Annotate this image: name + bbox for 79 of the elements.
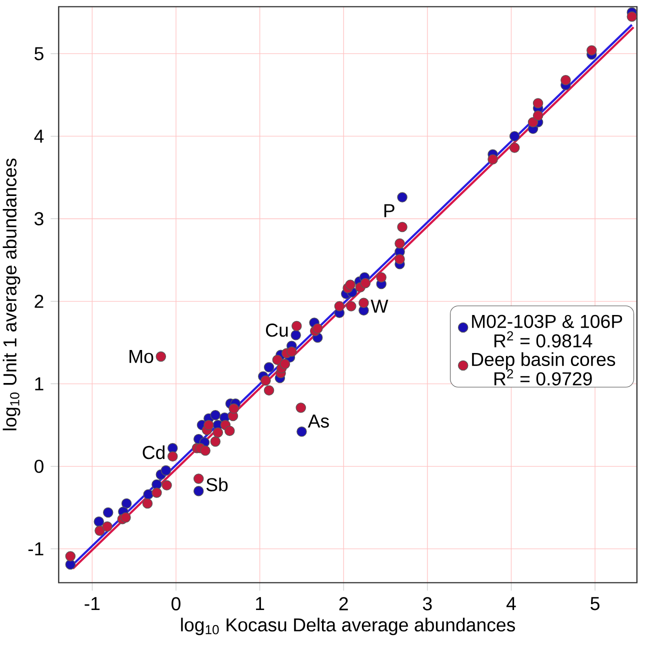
x-tick-label: 5 [590, 597, 600, 610]
y-tick-label: 5 [34, 47, 44, 60]
x-tick-label: 1 [256, 597, 264, 610]
y-tick-label: -1 [28, 542, 44, 556]
point [212, 427, 224, 438]
point [286, 346, 297, 357]
point [193, 474, 204, 484]
point [168, 443, 178, 454]
point [102, 521, 112, 532]
point [358, 298, 369, 308]
point [264, 385, 274, 396]
point [102, 507, 114, 518]
point [394, 254, 405, 264]
point [334, 301, 345, 312]
point [296, 426, 307, 437]
y-tick-label: 2 [34, 294, 44, 308]
legend-label: M02-103P & 106P [472, 314, 622, 328]
point [292, 320, 302, 332]
point [296, 402, 306, 413]
annotation: P [384, 204, 394, 218]
y-tick-label: 0 [34, 460, 44, 473]
point [290, 330, 301, 340]
point [488, 154, 498, 164]
point [204, 420, 214, 430]
point [200, 446, 210, 456]
annotation: W [370, 300, 388, 313]
y-tick-label: 1 [35, 377, 44, 390]
point [210, 410, 221, 420]
point [193, 486, 204, 496]
point [142, 498, 153, 509]
point [264, 362, 274, 372]
point [532, 98, 544, 108]
point [162, 480, 172, 490]
point [397, 222, 408, 232]
point [560, 75, 571, 86]
point [260, 375, 271, 386]
y-axis-title: log$_{10}$ Unit 1 average abundances [2, 158, 20, 430]
annotation: Cd [142, 445, 165, 460]
point [210, 436, 221, 447]
point [360, 278, 371, 288]
point [376, 272, 386, 283]
point [156, 351, 166, 362]
y-tick-label: 4 [34, 130, 44, 143]
point [65, 551, 76, 562]
x-axis-title: log$_{10}$ Kocasu Delta average abundances [181, 618, 515, 636]
point [312, 323, 323, 334]
annotation: R$^{2}$ = 0.9814 [494, 331, 592, 348]
x-tick-label: 3 [422, 597, 432, 610]
x-tick-label: -1 [84, 597, 100, 610]
point [228, 403, 239, 414]
point [94, 516, 104, 527]
point [532, 110, 544, 121]
annotation: Cu [266, 324, 288, 337]
point [224, 426, 235, 436]
point [509, 131, 520, 142]
legend-label: Deep basin cores [472, 352, 616, 370]
point [586, 45, 597, 56]
x-tick-label: 2 [339, 597, 348, 610]
point [94, 526, 105, 536]
annotation: Sb [206, 478, 228, 492]
point [626, 11, 638, 22]
point [346, 301, 356, 312]
point [160, 465, 172, 476]
point [168, 451, 178, 462]
point [152, 488, 162, 498]
x-tick-label: 0 [172, 597, 180, 610]
annotation: As [308, 414, 329, 428]
point [280, 358, 290, 370]
point [394, 238, 405, 249]
annotation: R$^{2}$ = 0.9729 [494, 369, 592, 386]
point [397, 192, 408, 202]
x-tick-label: 4 [506, 597, 516, 610]
annotation: Mo [130, 350, 154, 364]
point [121, 498, 132, 509]
point [528, 117, 538, 128]
y-tick-label: 3 [34, 212, 44, 226]
point [120, 512, 131, 523]
point [345, 280, 356, 290]
point [509, 142, 520, 153]
